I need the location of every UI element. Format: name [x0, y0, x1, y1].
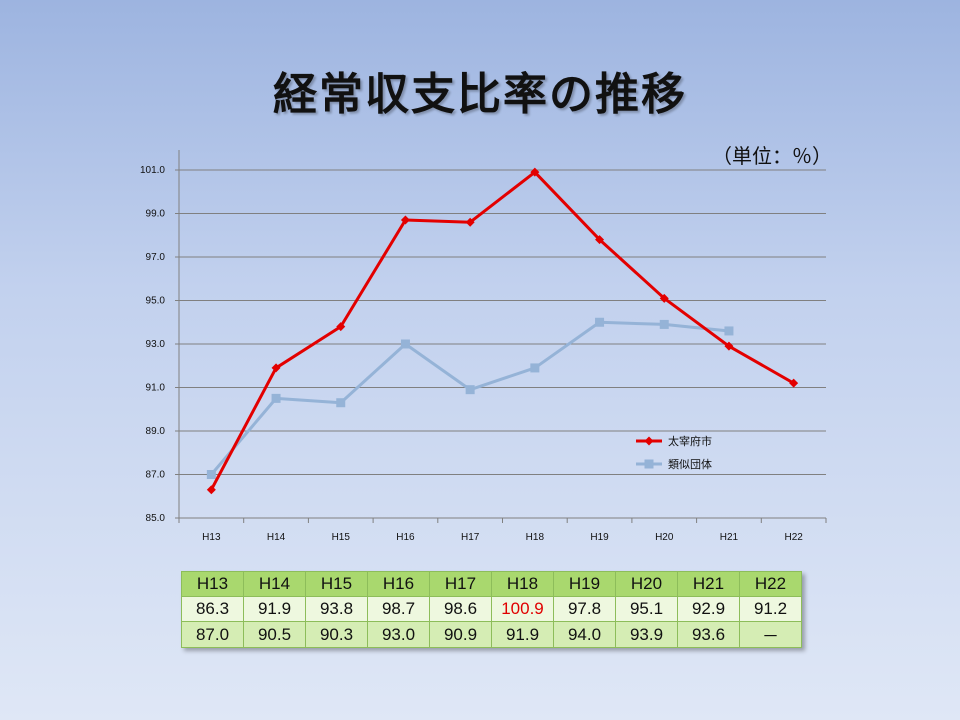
legend-marker: [644, 459, 654, 469]
data-point: [465, 217, 475, 227]
table-cell: 93.9: [615, 621, 678, 648]
x-axis: H13 H14 H15 H16 H17 H18 H19 H20 H21 H22: [178, 517, 827, 543]
y-tick-label: 97.0: [146, 252, 166, 263]
data-point: [595, 235, 605, 245]
data-point: [465, 385, 475, 395]
data-point: [659, 319, 669, 329]
table-header-cell: H22: [739, 571, 802, 597]
y-axis: 85.0 87.0 89.0 91.0 93.0 95.0 97.0 99.0 101.0: [140, 150, 180, 524]
series-line: [210, 320, 730, 476]
table-cell: 91.9: [491, 621, 554, 648]
series-similar: [206, 317, 734, 479]
data-point: [789, 378, 799, 388]
data-point: [400, 215, 410, 225]
x-tick-label: H16: [396, 532, 415, 543]
table-header-cell: H16: [367, 571, 430, 597]
x-tick-label: H22: [784, 532, 803, 543]
table-header-cell: H17: [429, 571, 492, 597]
data-point: [724, 341, 734, 351]
y-tick-label: 91.0: [146, 383, 166, 394]
y-tick-label: 85.0: [146, 513, 166, 524]
data-point: [530, 167, 540, 177]
table-header-cell: H15: [305, 571, 368, 597]
line-chart: 85.0 87.0 89.0 91.0 93.0 95.0 97.0 99.0 101.0 H1…: [140, 150, 827, 543]
series-layer: [206, 167, 799, 495]
table-cell: 98.7: [367, 596, 430, 622]
y-tick-label: 99.0: [146, 209, 166, 220]
table-cell: 97.8: [553, 596, 616, 622]
table-header-cell: H20: [615, 571, 678, 597]
data-point: [206, 470, 216, 479]
table-row-city: 86.3 91.9 93.8 98.7 98.6 100.9 97.8 95.1…: [181, 596, 802, 622]
x-tick-label: H18: [526, 532, 545, 543]
table-cell: 90.9: [429, 621, 492, 648]
slide-title: 経常収支比率の推移: [273, 69, 687, 120]
data-point: [271, 393, 281, 403]
table-cell: 100.9: [491, 596, 554, 622]
table-cell: 86.3: [181, 596, 244, 622]
table-cell: 92.9: [677, 596, 740, 622]
table-header-cell: H19: [553, 571, 616, 597]
table-cell: 93.0: [367, 621, 430, 648]
table-header-cell: H18: [491, 571, 554, 597]
table-cell: 93.8: [305, 596, 368, 622]
table-cell: 91.2: [739, 596, 802, 622]
data-point: [400, 339, 410, 349]
x-tick-label: H15: [332, 532, 351, 543]
y-tick-label: 89.0: [146, 426, 166, 437]
x-tick-label: H14: [267, 532, 286, 543]
x-tick-label: H17: [461, 532, 480, 543]
table-cell: 94.0: [553, 621, 616, 648]
y-tick-label: 93.0: [146, 339, 166, 350]
y-tick-label: 87.0: [146, 470, 166, 481]
x-tick-label: H13: [202, 532, 221, 543]
table-cell: 91.9: [243, 596, 306, 622]
table-header-cell: H13: [181, 571, 244, 597]
table-header-row: H13 H14 H15 H16 H17 H18 H19 H20 H21 H22: [181, 571, 802, 597]
table-header-cell: H14: [243, 571, 306, 597]
unit-label: （単位：％）: [712, 144, 832, 168]
table-header-cell: H21: [677, 571, 740, 597]
table-cell: 87.0: [181, 621, 244, 648]
legend-label: 類似団体: [668, 457, 712, 471]
data-point: [206, 485, 216, 495]
table-row-similar: 87.0 90.5 90.3 93.0 90.9 91.9 94.0 93.9 …: [181, 621, 802, 648]
table-cell: －: [739, 621, 802, 648]
table-cell: 98.6: [429, 596, 492, 622]
table-cell: 93.6: [677, 621, 740, 648]
data-point: [659, 293, 669, 303]
x-tick-label: H19: [590, 532, 609, 543]
table-cell: 90.3: [305, 621, 368, 648]
data-point: [336, 398, 346, 408]
data-table: H13 H14 H15 H16 H17 H18 H19 H20 H21 H22 …: [181, 571, 802, 648]
table-cell: 95.1: [615, 596, 678, 622]
y-tick-label: 101.0: [140, 165, 165, 176]
y-tick-label: 95.0: [146, 296, 166, 307]
data-point: [336, 322, 346, 332]
data-point: [724, 326, 734, 336]
x-tick-label: H21: [720, 532, 739, 543]
data-point: [271, 363, 281, 373]
series-city: [206, 167, 799, 495]
table-cell: 90.5: [243, 621, 306, 648]
data-point: [595, 317, 605, 327]
data-point: [530, 363, 540, 373]
series-line: [210, 170, 795, 491]
legend-marker: [644, 436, 654, 446]
x-tick-label: H20: [655, 532, 674, 543]
legend-label: 太宰府市: [668, 434, 712, 448]
